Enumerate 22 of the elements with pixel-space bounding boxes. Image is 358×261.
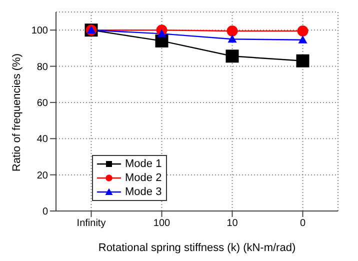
point	[228, 34, 237, 43]
y-tick-label: 40	[36, 134, 48, 146]
point	[157, 29, 166, 38]
legend-label: Mode 3	[125, 185, 162, 199]
y-tick-label: 60	[36, 98, 48, 110]
y-tick-label: 0	[42, 206, 48, 218]
x-tick-label: 100	[153, 218, 171, 230]
legend-label: Mode 1	[125, 157, 162, 171]
y-tick-label: 100	[31, 26, 48, 37]
y-tick-label: 20	[36, 170, 48, 182]
point	[226, 25, 238, 36]
point	[296, 54, 310, 68]
x-tick-label: 10	[226, 218, 238, 230]
legend-label: Mode 2	[125, 171, 162, 185]
x-tick-label: Infinity	[76, 218, 106, 230]
point	[298, 35, 308, 44]
x-tick-label: 0	[300, 218, 306, 230]
x-axis-title: Rotational spring stiffness (k) (kN-m/rad)	[98, 242, 296, 254]
y-axis-title: Ratio of frequencies (%)	[10, 54, 23, 172]
point	[297, 25, 308, 36]
y-tick-label: 80	[36, 62, 48, 73]
point	[226, 50, 239, 63]
